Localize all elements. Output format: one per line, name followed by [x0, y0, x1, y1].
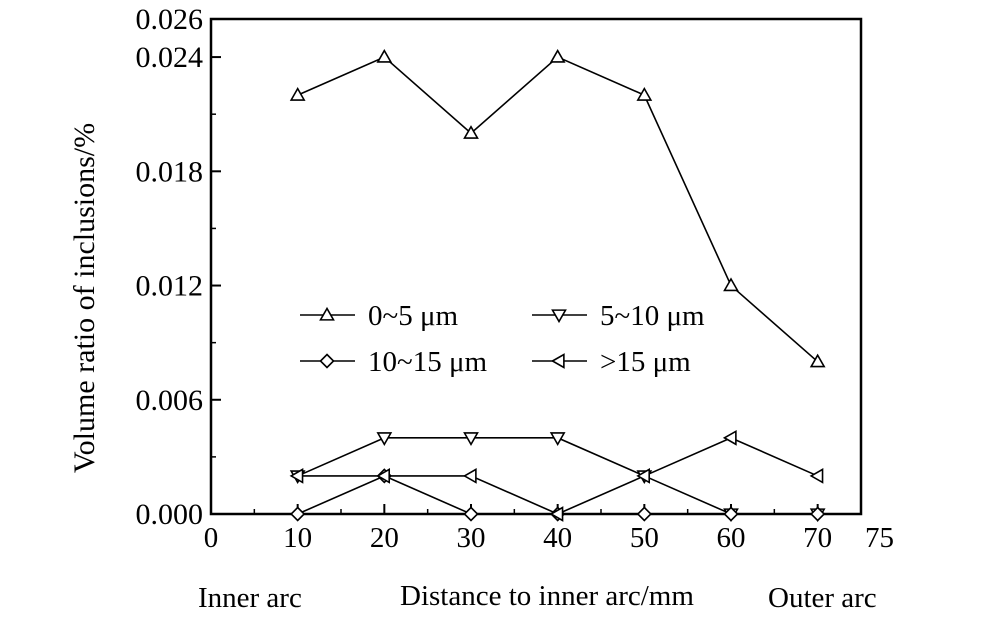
plot-frame [209, 17, 863, 516]
data-point [809, 468, 824, 484]
data-point [549, 48, 566, 63]
x-tick-label: 50 [630, 522, 659, 554]
outer-arc-label: Outer arc [768, 582, 877, 614]
x-ticks: 0 10 20 30 40 50 60 70 75 [204, 504, 894, 554]
y-tick-label: 0.018 [136, 155, 204, 188]
data-point [289, 468, 304, 484]
y-tick-label: 0.000 [136, 498, 204, 531]
x-tick-label: 0 [204, 522, 219, 554]
x-tick-label: 60 [717, 522, 746, 554]
data-point [289, 87, 306, 101]
data-point [636, 468, 651, 484]
data-point [463, 432, 479, 446]
x-axis-label: Distance to inner arc/mm [400, 580, 694, 612]
inner-arc-label: Inner arc [198, 582, 302, 614]
legend-label: 0~5 μm [368, 300, 458, 332]
series-line-3 [297, 436, 818, 515]
data-point [810, 506, 826, 522]
data-point [722, 429, 737, 446]
y-tick-label: 0.006 [136, 384, 204, 417]
data-point [376, 432, 393, 446]
legend: 0~5 μm 5~10 μm 10~15 μm >15 μm [300, 300, 705, 378]
x-tick-label: 30 [457, 522, 486, 554]
y-tick-label: 0.026 [136, 3, 204, 36]
data-point [290, 506, 306, 522]
y-ticks: 0.000 0.006 0.012 0.018 0.024 0.026 [136, 3, 221, 531]
legend-label: >15 μm [600, 346, 691, 378]
data-point [549, 432, 566, 446]
x-tick-label: 10 [283, 522, 312, 554]
legend-marker [551, 309, 567, 324]
data-point [463, 125, 479, 139]
legend-marker [319, 306, 335, 321]
y-axis-label: Volume ratio of inclusions/% [68, 122, 101, 474]
data-point [809, 353, 826, 368]
legend-marker [319, 353, 335, 369]
legend-label: 10~15 μm [368, 346, 487, 378]
data-point [376, 48, 393, 63]
x-tick-label: 20 [370, 522, 399, 554]
x-tick-label: 40 [543, 522, 572, 554]
data-point [636, 87, 653, 101]
y-tick-label: 0.012 [136, 270, 204, 303]
series-markers [289, 48, 826, 523]
data-point [636, 506, 652, 522]
data-point [723, 506, 739, 522]
data-point [376, 468, 391, 484]
legend-marker [550, 353, 565, 369]
data-point [723, 277, 739, 292]
data-point [462, 468, 477, 484]
data-point [549, 506, 564, 522]
y-tick-label: 0.024 [136, 41, 204, 74]
data-point [463, 506, 479, 522]
x-tick-label: 75 [865, 522, 894, 554]
legend-label: 5~10 μm [600, 300, 705, 332]
x-tick-label: 70 [803, 522, 832, 554]
